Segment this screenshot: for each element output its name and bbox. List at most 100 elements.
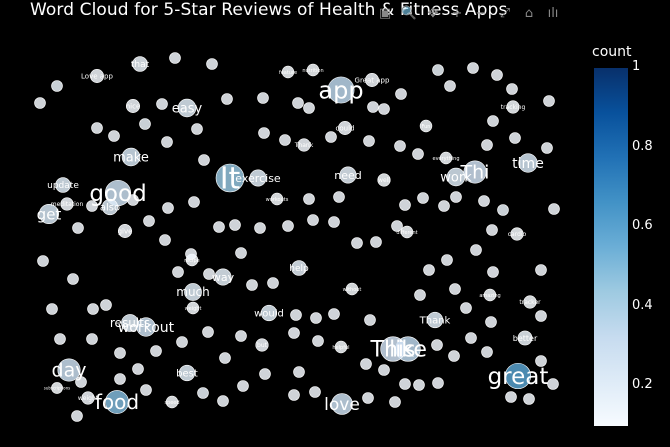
word-marker[interactable] bbox=[391, 220, 403, 232]
word-marker[interactable] bbox=[86, 200, 98, 212]
word-marker[interactable] bbox=[191, 123, 203, 135]
word-marker[interactable] bbox=[548, 203, 560, 215]
word-marker[interactable] bbox=[38, 204, 59, 225]
word-marker[interactable] bbox=[449, 283, 461, 295]
word-marker[interactable] bbox=[197, 387, 209, 399]
word-marker[interactable] bbox=[333, 191, 345, 203]
word-marker[interactable] bbox=[177, 98, 197, 118]
word-marker[interactable] bbox=[400, 225, 414, 239]
word-marker[interactable] bbox=[448, 350, 460, 362]
word-marker[interactable] bbox=[297, 138, 311, 152]
word-marker[interactable] bbox=[72, 222, 84, 234]
word-marker[interactable] bbox=[481, 139, 493, 151]
word-marker[interactable] bbox=[339, 166, 357, 184]
word-marker[interactable] bbox=[100, 299, 112, 311]
word-marker[interactable] bbox=[535, 264, 547, 276]
word-marker[interactable] bbox=[365, 73, 379, 87]
word-marker[interactable] bbox=[221, 93, 233, 105]
word-marker[interactable] bbox=[114, 347, 126, 359]
word-marker[interactable] bbox=[91, 122, 103, 134]
pan-icon[interactable]: ✥ bbox=[427, 5, 439, 21]
word-marker[interactable] bbox=[237, 380, 249, 392]
word-marker[interactable] bbox=[127, 194, 139, 206]
word-marker[interactable] bbox=[203, 268, 215, 280]
word-marker[interactable] bbox=[426, 311, 444, 329]
word-marker[interactable] bbox=[487, 266, 499, 278]
word-marker[interactable] bbox=[219, 352, 231, 364]
word-marker[interactable] bbox=[417, 192, 429, 204]
word-marker[interactable] bbox=[523, 393, 535, 405]
word-marker[interactable] bbox=[270, 192, 284, 206]
word-marker[interactable] bbox=[465, 332, 477, 344]
word-marker[interactable] bbox=[414, 289, 426, 301]
word-marker[interactable] bbox=[432, 64, 444, 76]
word-marker[interactable] bbox=[114, 373, 126, 385]
word-marker[interactable] bbox=[90, 69, 104, 83]
word-marker[interactable] bbox=[71, 410, 83, 422]
word-marker[interactable] bbox=[249, 169, 267, 187]
word-marker[interactable] bbox=[438, 200, 450, 212]
word-marker[interactable] bbox=[156, 98, 168, 110]
word-marker[interactable] bbox=[328, 216, 340, 228]
word-marker[interactable] bbox=[184, 283, 202, 301]
word-marker[interactable] bbox=[378, 103, 390, 115]
word-marker[interactable] bbox=[338, 121, 352, 135]
word-marker[interactable] bbox=[282, 220, 294, 232]
word-marker[interactable] bbox=[325, 131, 337, 143]
word-marker[interactable] bbox=[370, 236, 382, 248]
word-marker[interactable] bbox=[291, 260, 307, 276]
word-marker[interactable] bbox=[229, 219, 241, 231]
word-marker[interactable] bbox=[206, 58, 218, 70]
word-marker[interactable] bbox=[450, 191, 462, 203]
word-marker[interactable] bbox=[202, 326, 214, 338]
word-marker[interactable] bbox=[517, 330, 533, 346]
word-marker[interactable] bbox=[439, 151, 453, 165]
word-marker[interactable] bbox=[37, 255, 49, 267]
word-marker[interactable] bbox=[485, 316, 497, 328]
word-marker[interactable] bbox=[288, 389, 300, 401]
word-marker[interactable] bbox=[380, 336, 406, 362]
word-marker[interactable] bbox=[312, 335, 324, 347]
word-marker[interactable] bbox=[510, 227, 524, 241]
word-marker[interactable] bbox=[307, 214, 319, 226]
word-marker[interactable] bbox=[172, 266, 184, 278]
word-marker[interactable] bbox=[143, 215, 155, 227]
zoom-in-icon[interactable]: + bbox=[451, 5, 463, 21]
word-marker[interactable] bbox=[497, 204, 509, 216]
word-marker[interactable] bbox=[363, 135, 375, 147]
word-marker[interactable] bbox=[81, 391, 95, 405]
word-marker[interactable] bbox=[423, 264, 435, 276]
word-marker[interactable] bbox=[306, 63, 320, 77]
word-marker[interactable] bbox=[541, 142, 553, 154]
word-marker[interactable] bbox=[351, 237, 363, 249]
word-marker[interactable] bbox=[292, 97, 304, 109]
word-marker[interactable] bbox=[215, 163, 245, 193]
word-marker[interactable] bbox=[446, 167, 466, 187]
word-marker[interactable] bbox=[470, 244, 482, 256]
word-marker[interactable] bbox=[364, 314, 376, 326]
zoom-icon[interactable]: 🔍 bbox=[400, 5, 418, 21]
word-marker[interactable] bbox=[55, 177, 71, 193]
word-marker[interactable] bbox=[399, 378, 411, 390]
word-marker[interactable] bbox=[246, 279, 258, 291]
word-marker[interactable] bbox=[259, 368, 271, 380]
word-marker[interactable] bbox=[523, 295, 537, 309]
word-marker[interactable] bbox=[303, 102, 315, 114]
word-marker[interactable] bbox=[467, 62, 479, 74]
word-marker[interactable] bbox=[399, 199, 411, 211]
word-marker[interactable] bbox=[412, 148, 424, 160]
word-marker[interactable] bbox=[198, 154, 210, 166]
word-marker[interactable] bbox=[460, 302, 472, 314]
word-marker[interactable] bbox=[463, 160, 487, 184]
word-marker[interactable] bbox=[535, 310, 547, 322]
word-marker[interactable] bbox=[389, 396, 401, 408]
word-marker[interactable] bbox=[213, 221, 225, 233]
word-marker[interactable] bbox=[176, 336, 188, 348]
word-marker[interactable] bbox=[486, 224, 498, 236]
word-marker[interactable] bbox=[185, 248, 197, 260]
word-marker[interactable] bbox=[288, 327, 300, 339]
word-marker[interactable] bbox=[345, 282, 359, 296]
word-marker[interactable] bbox=[46, 303, 58, 315]
word-marker[interactable] bbox=[162, 202, 174, 214]
